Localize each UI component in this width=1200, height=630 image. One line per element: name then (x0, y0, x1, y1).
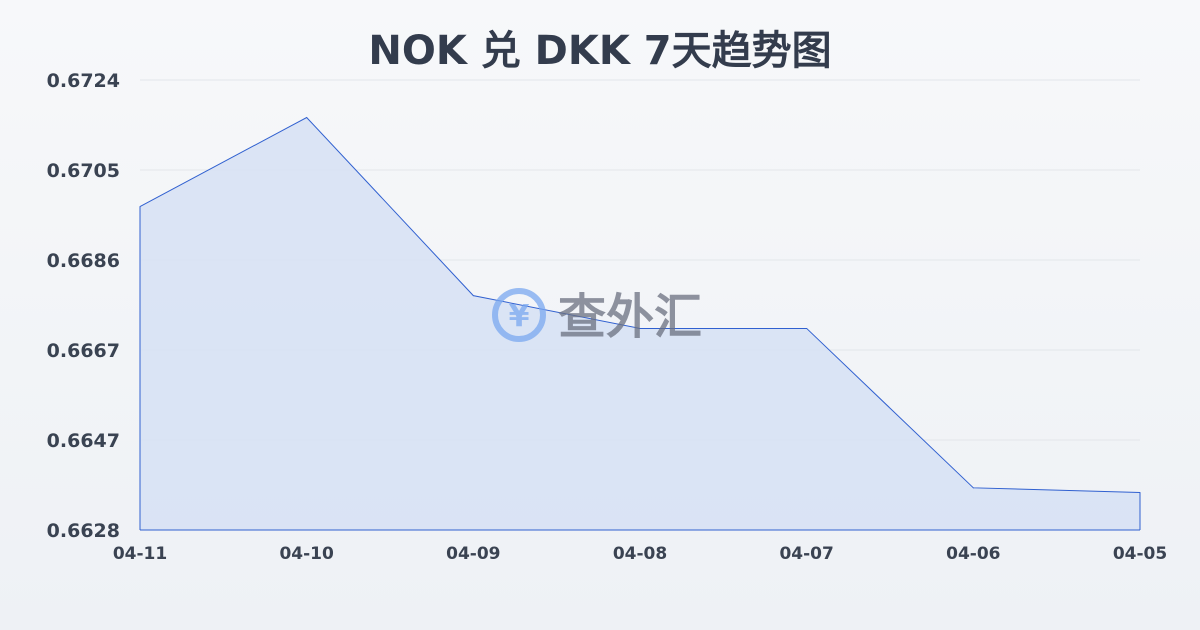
svg-text:查外汇: 查外汇 (558, 289, 702, 345)
data-point (139, 206, 141, 208)
x-tick-label: 04-07 (779, 544, 833, 564)
y-tick-label: 0.6724 (47, 70, 120, 92)
y-tick-label: 0.6628 (47, 520, 120, 542)
y-tick-label: 0.6667 (47, 340, 120, 362)
x-tick-label: 04-09 (446, 544, 500, 564)
x-tick-label: 04-06 (946, 544, 1000, 564)
y-tick-label: 0.6647 (47, 430, 120, 452)
svg-text:¥: ¥ (509, 299, 530, 334)
data-point (306, 117, 308, 118)
data-point (1139, 492, 1141, 493)
x-tick-label: 04-05 (1113, 544, 1167, 564)
y-tick-label: 0.6686 (47, 250, 120, 272)
data-point (972, 487, 974, 489)
chart-title: NOK 兑 DKK 7天趋势图 (368, 28, 832, 74)
data-point (806, 327, 808, 329)
x-tick-label: 04-10 (279, 544, 334, 564)
x-tick-label: 04-11 (113, 544, 167, 564)
data-point (472, 295, 474, 297)
y-tick-label: 0.6705 (47, 160, 120, 182)
area-fill (140, 117, 1140, 530)
data-point (639, 327, 641, 329)
x-tick-label: 04-08 (613, 544, 667, 564)
watermark-logo: ¥ 查外汇 (492, 288, 702, 345)
